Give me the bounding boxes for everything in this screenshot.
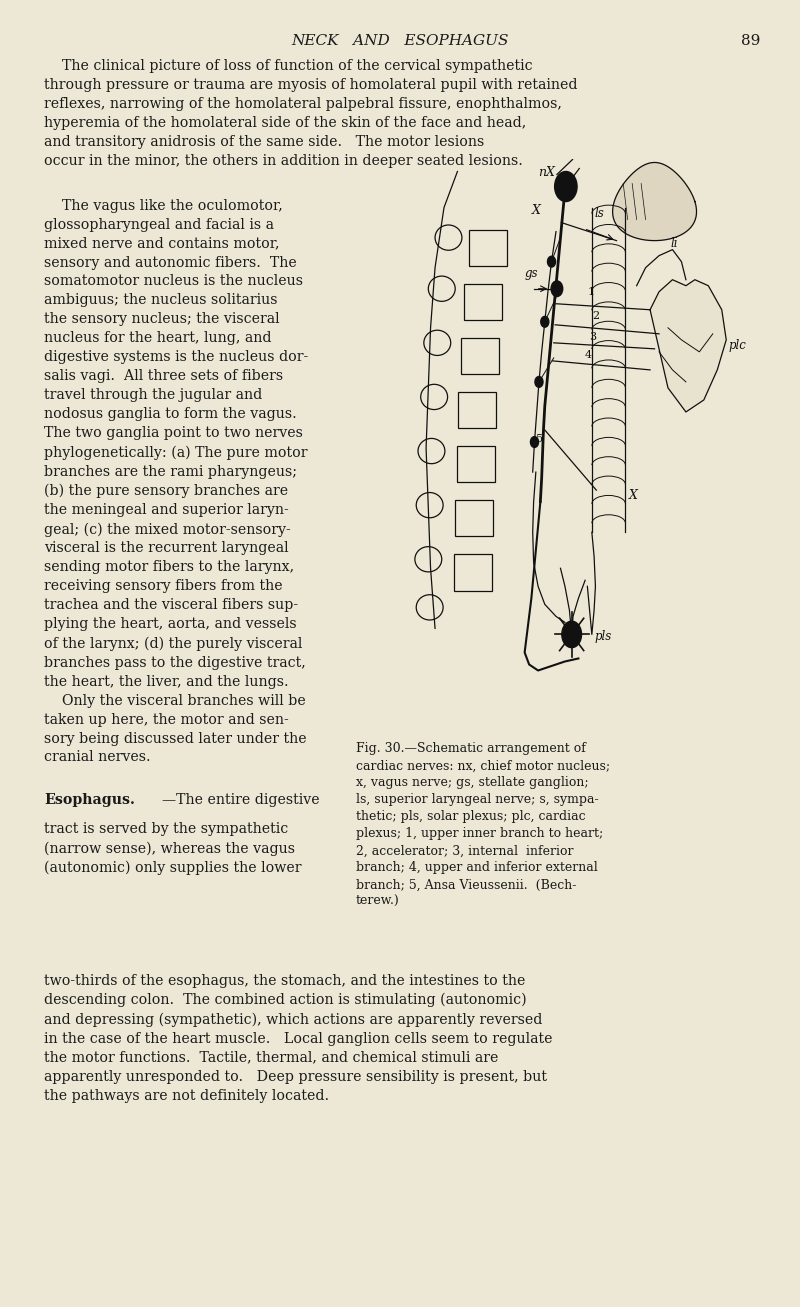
Text: 5: 5 (536, 434, 543, 444)
Text: 2: 2 (592, 311, 599, 320)
Text: gs: gs (525, 267, 538, 280)
Text: plc: plc (729, 339, 746, 352)
Text: —The entire digestive: —The entire digestive (162, 793, 320, 808)
Circle shape (530, 437, 538, 447)
Circle shape (547, 256, 555, 267)
Text: nX: nX (538, 166, 555, 179)
Circle shape (535, 376, 543, 387)
Text: two-thirds of the esophagus, the stomach, and the intestines to the
descending c: two-thirds of the esophagus, the stomach… (44, 974, 553, 1103)
Circle shape (554, 171, 577, 201)
Text: 4: 4 (585, 350, 592, 359)
Text: ls: ls (594, 207, 604, 220)
Circle shape (541, 316, 549, 327)
Text: The vagus like the oculomotor,
glossopharyngeal and facial is a
mixed nerve and : The vagus like the oculomotor, glossopha… (44, 199, 308, 765)
Text: Fig. 30.—Schematic arrangement of
cardiac nerves: nx, chief motor nucleus;
x, va: Fig. 30.—Schematic arrangement of cardia… (356, 742, 610, 908)
Text: X: X (629, 489, 638, 502)
Text: X: X (531, 204, 540, 217)
Text: NECK   AND   ESOPHAGUS: NECK AND ESOPHAGUS (291, 34, 509, 48)
Text: The clinical picture of loss of function of the cervical sympathetic
through pre: The clinical picture of loss of function… (44, 59, 578, 167)
Text: 1: 1 (587, 286, 594, 297)
Circle shape (551, 281, 562, 297)
Text: Esophagus.: Esophagus. (44, 793, 135, 808)
Polygon shape (613, 162, 697, 240)
Text: 89: 89 (741, 34, 760, 48)
Text: tract is served by the sympathetic
(narrow sense), whereas the vagus
(autonomic): tract is served by the sympathetic (narr… (44, 822, 302, 876)
Circle shape (562, 621, 582, 648)
Text: 3: 3 (590, 332, 597, 342)
Text: pls: pls (594, 630, 611, 643)
Text: li: li (670, 237, 678, 250)
Polygon shape (650, 280, 726, 412)
